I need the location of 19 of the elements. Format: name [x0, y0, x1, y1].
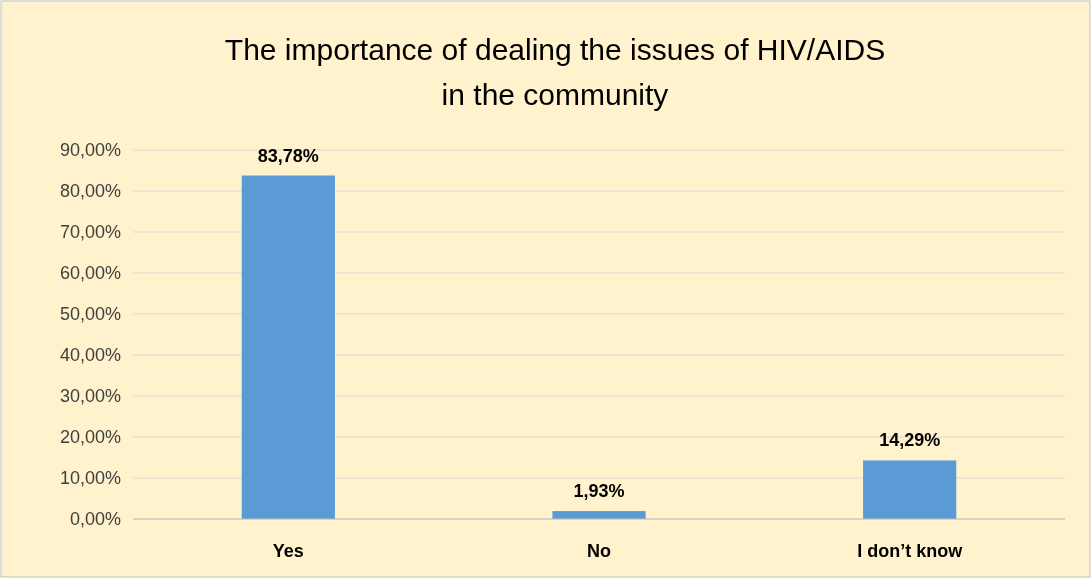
bar [241, 175, 335, 519]
x-tick-label: I don’t know [857, 541, 964, 561]
y-tick-label: 0,00% [69, 509, 121, 530]
y-tick-label: 70,00% [59, 222, 121, 243]
x-tick-label: Yes [272, 541, 304, 561]
chart-title: The importance of dealing the issues of HIV/AIDS in the community [224, 33, 886, 111]
y-tick-label: 10,00% [59, 468, 121, 489]
y-tick-label: 90,00% [59, 140, 121, 161]
data-label: 83,78% [257, 145, 319, 166]
y-tick-label: 50,00% [59, 304, 121, 325]
y-tick-label: 40,00% [59, 345, 121, 366]
y-tick-label: 80,00% [59, 181, 121, 202]
y-tick-label: 30,00% [59, 386, 121, 407]
data-label: 14,29% [879, 430, 941, 451]
bar [863, 460, 957, 519]
data-label: 1,93% [573, 481, 625, 502]
y-tick-label: 20,00% [59, 427, 121, 448]
y-tick-label: 60,00% [59, 263, 121, 284]
x-tick-label: No [587, 541, 611, 561]
